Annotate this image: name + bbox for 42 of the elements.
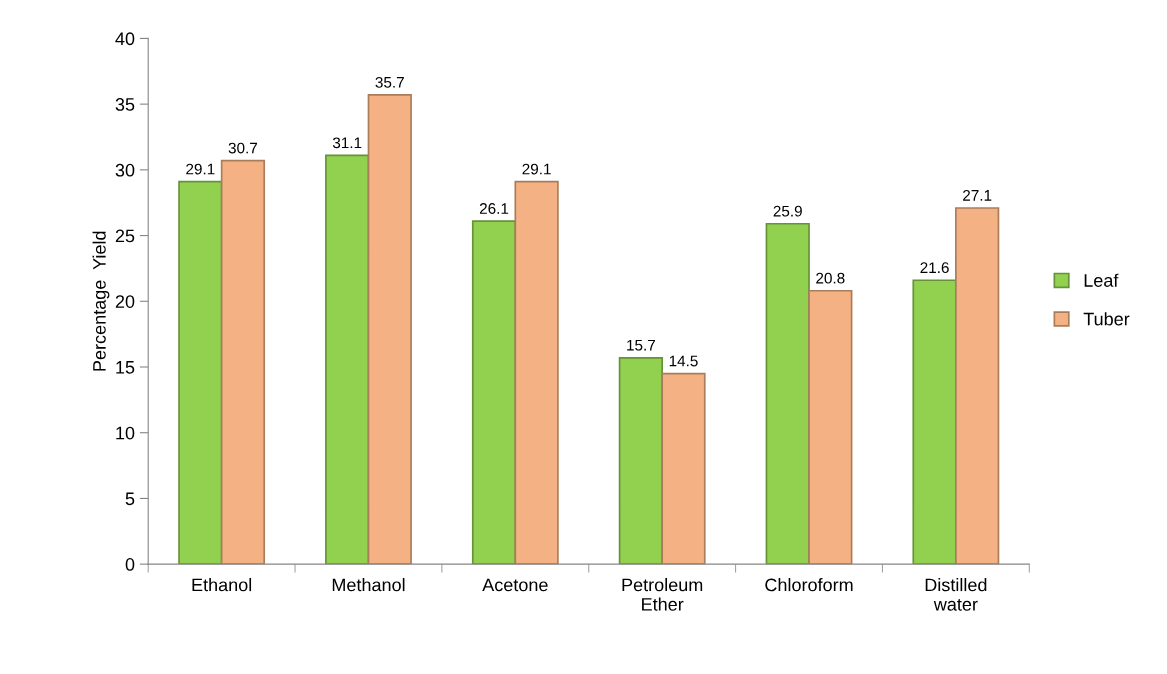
data-label: 14.5 [669, 355, 698, 367]
y-tick-label: 20 [115, 295, 135, 308]
y-axis-title: Percentage Yield [92, 231, 110, 371]
y-tick-label: 0 [125, 558, 135, 571]
x-tick-label: Ethanol [192, 578, 252, 592]
data-label: 15.7 [627, 339, 655, 351]
bar [471, 220, 517, 565]
y-tick-label: 30 [115, 163, 135, 177]
data-label: 29.1 [522, 163, 551, 175]
data-label: 20.8 [816, 272, 845, 284]
y-tick-label: 10 [116, 426, 135, 440]
bar [618, 356, 664, 565]
bar [661, 372, 706, 565]
data-label: 27.1 [963, 189, 992, 201]
bar [765, 222, 810, 565]
data-label: 35.7 [375, 76, 404, 88]
bar [325, 154, 370, 565]
y-tick-label: 40 [115, 32, 135, 46]
data-label: 30.7 [228, 142, 258, 154]
data-label: 29.1 [186, 163, 215, 175]
bar [178, 180, 223, 565]
x-tick-label: Chloroform [765, 578, 853, 592]
x-tick-label: Methanol [332, 578, 405, 592]
x-tick-label: Acetone [482, 578, 548, 592]
data-label: 21.6 [920, 262, 949, 274]
x-tick-label: Petroleum Ether [622, 578, 703, 611]
bar [220, 159, 266, 565]
data-label: 31.1 [332, 137, 362, 149]
y-tick-label: 35 [115, 98, 135, 111]
data-label: 25.9 [773, 205, 802, 217]
data-label: 26.1 [479, 203, 509, 214]
bar [912, 279, 957, 565]
bar [514, 180, 559, 565]
legend-label: Leaf [1084, 273, 1119, 287]
bar [808, 289, 853, 565]
bar [367, 94, 412, 565]
x-tick-label: Distilled water [925, 578, 987, 611]
y-tick-label: 25 [115, 229, 135, 243]
legend-label: Tuber [1083, 312, 1130, 326]
y-tick-label: 15 [116, 361, 135, 374]
bar [955, 207, 1000, 565]
y-tick-label: 5 [125, 492, 135, 506]
